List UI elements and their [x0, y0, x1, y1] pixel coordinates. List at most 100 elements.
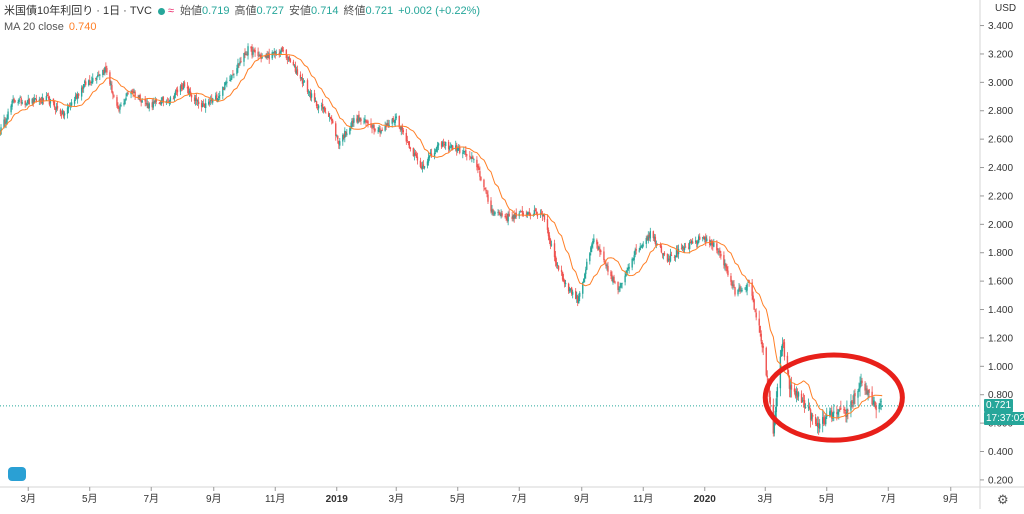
candle-body	[620, 283, 622, 288]
gear-icon[interactable]: ⚙	[997, 492, 1009, 507]
candle-body	[97, 74, 99, 78]
candle-body	[117, 105, 119, 109]
candle-body	[339, 141, 341, 146]
candle-body	[365, 120, 367, 123]
candle-body	[880, 401, 882, 403]
candle-body	[617, 281, 619, 290]
candle-body	[96, 77, 98, 80]
candle-body	[603, 251, 605, 261]
time-tick-label: 2019	[326, 494, 349, 505]
candle-body	[536, 213, 539, 217]
candle-body	[399, 127, 401, 130]
candle-body	[872, 403, 874, 405]
candle-body	[3, 119, 5, 128]
candle-body	[187, 87, 190, 95]
candle-body	[219, 95, 221, 96]
candle-body	[13, 98, 15, 101]
candle-body	[586, 261, 588, 270]
candle-body	[796, 391, 799, 398]
candle-body	[451, 145, 454, 150]
candle-body	[465, 150, 467, 155]
symbol-title[interactable]: 米国債10年利回り · 1日 · TVC	[4, 4, 152, 17]
high-value: 0.727	[256, 4, 285, 17]
candle-body	[182, 83, 185, 90]
low-value: 0.714	[311, 4, 339, 17]
candle-body	[676, 249, 679, 255]
candle-body	[493, 213, 495, 215]
price-tick-label: 2.600	[988, 135, 1013, 146]
candle-body	[371, 128, 373, 130]
candle-body	[88, 80, 90, 86]
candle-body	[331, 118, 333, 121]
candle-body	[17, 101, 19, 104]
candle-body	[491, 209, 493, 213]
candle-body	[543, 215, 546, 220]
candle-body	[589, 253, 591, 262]
candle-body	[739, 286, 741, 292]
candle-body	[599, 248, 601, 253]
candle-body	[810, 414, 813, 419]
candle-body	[505, 216, 507, 218]
candle-body	[499, 212, 501, 215]
candle-body	[504, 216, 506, 218]
ma-indicator-name[interactable]: MA 20 close	[4, 20, 64, 33]
candle-body	[313, 93, 316, 101]
candle-body	[600, 250, 602, 252]
candle-body	[447, 141, 450, 150]
candle-body	[179, 86, 182, 92]
candle-body	[628, 266, 630, 269]
ma-legend-row[interactable]: MA 20 close 0.740	[4, 19, 485, 35]
candle-body	[817, 422, 820, 429]
candle-body	[259, 54, 261, 57]
candle-body	[745, 289, 747, 291]
candle-body	[161, 98, 164, 100]
candle-body	[119, 106, 121, 110]
candle-body	[247, 46, 249, 56]
candle-body	[674, 255, 677, 258]
candle-body	[95, 78, 97, 79]
candle-body	[879, 403, 881, 406]
candle-body	[421, 165, 424, 169]
candle-body	[844, 409, 846, 411]
candle-body	[826, 414, 828, 418]
candle-body	[232, 74, 234, 76]
candle-body	[765, 347, 767, 376]
candle-body	[487, 194, 489, 202]
candle-body	[727, 270, 729, 276]
candle-body	[624, 275, 626, 283]
candle-body	[139, 94, 141, 102]
candle-body	[790, 384, 793, 390]
candle-body	[437, 143, 440, 146]
candle-body	[477, 165, 479, 169]
candle-body	[63, 113, 66, 116]
candle-body	[14, 100, 16, 102]
candle-body	[257, 51, 259, 56]
candle-body	[90, 82, 92, 83]
candle-body	[127, 92, 129, 94]
candle-body	[638, 250, 640, 252]
candle-body	[434, 150, 437, 152]
candle-body	[435, 147, 438, 152]
candle-body	[861, 380, 863, 383]
candle-body	[188, 90, 191, 96]
candle-body	[762, 345, 764, 348]
candle-body	[11, 101, 13, 107]
candle-body	[338, 140, 340, 145]
candle-body	[26, 104, 28, 106]
candle-body	[226, 81, 228, 84]
currency-label[interactable]: USD	[995, 3, 1017, 14]
candle-body	[702, 237, 704, 239]
candle-body	[833, 411, 835, 414]
candle-body	[443, 143, 446, 146]
candle-body	[401, 125, 403, 131]
candle-body	[60, 114, 63, 116]
candle-body	[831, 410, 833, 419]
candle-body	[535, 211, 538, 214]
candle-body	[144, 99, 146, 102]
candle-body	[494, 212, 496, 214]
candle-body	[377, 130, 379, 132]
compare-wave-icon[interactable]: ≈	[167, 4, 174, 17]
tradingview-logo-icon[interactable]	[8, 467, 26, 481]
